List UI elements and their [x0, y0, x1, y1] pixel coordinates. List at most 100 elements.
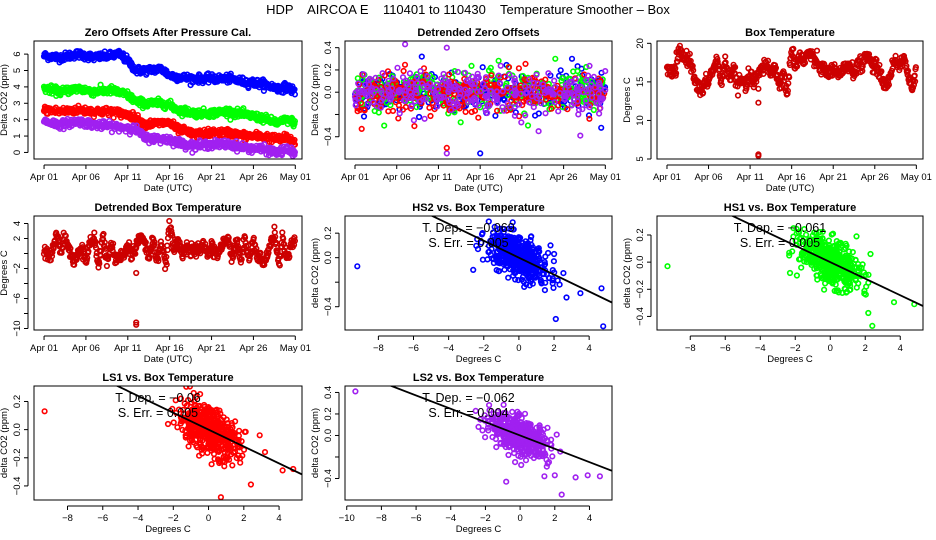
data-point-ls2	[494, 99, 501, 107]
data-point-ls2	[504, 100, 511, 107]
data-point-ls2	[526, 76, 533, 83]
plot-frame	[344, 40, 613, 160]
data-point-box	[722, 53, 729, 60]
data-point-ls2	[438, 75, 445, 82]
outlier-point	[755, 85, 762, 92]
data-point-ls1	[427, 112, 434, 120]
data-point-hs1	[387, 101, 394, 109]
data-point-box	[91, 229, 98, 236]
outlier-point	[133, 321, 140, 328]
data-point-box	[164, 246, 171, 254]
data-point-ls2	[407, 89, 414, 96]
x-tick-label: Apr 01	[341, 172, 369, 183]
y-axis-label: Degrees C	[622, 77, 633, 123]
data-point-ls2	[545, 70, 552, 77]
data-point-ls1	[291, 141, 299, 148]
data-point-ls2	[511, 83, 518, 91]
data-point-ls2	[480, 80, 487, 87]
data-point-box	[146, 254, 153, 261]
data-point-ls2	[511, 87, 519, 94]
data-point-box	[786, 61, 794, 69]
data-point-ls2	[291, 151, 298, 158]
data-point-box	[158, 242, 165, 249]
data-point-ls2	[483, 93, 490, 100]
data-point-ls2	[366, 75, 373, 82]
data-point-ls2	[597, 95, 604, 102]
outlier-point	[577, 132, 584, 139]
data-point-box	[63, 238, 70, 245]
data-point-hs2	[416, 113, 423, 121]
outlier-point	[402, 41, 409, 48]
data-point-ls1	[374, 93, 382, 100]
data-point-ls2	[562, 93, 569, 100]
data-point-box	[231, 251, 238, 258]
data-point-ls2	[575, 106, 583, 113]
data-point-ls2	[566, 90, 573, 97]
data-point-box	[257, 249, 264, 256]
x-tick-label: Apr 21	[198, 172, 226, 183]
data-point-ls1	[445, 71, 453, 78]
data-point-box	[166, 217, 173, 225]
y-tick-label: 5	[635, 156, 646, 161]
data-point-ls1	[491, 81, 499, 88]
data-point-box	[885, 81, 893, 88]
data-point-ls2	[495, 72, 502, 79]
data-point-hs1	[291, 118, 299, 125]
x-tick-label: Apr 26	[239, 343, 267, 354]
data-point-ls2	[355, 88, 362, 95]
data-point-ls1	[494, 107, 501, 114]
data-point-ls2	[528, 93, 536, 100]
data-point-ls2	[465, 76, 472, 83]
data-point-ls1	[468, 108, 475, 116]
x-tick-label: Apr 06	[72, 343, 100, 354]
data-point-box	[718, 81, 725, 89]
data-point-box	[109, 240, 117, 247]
data-point-ls2	[506, 71, 513, 78]
outlier-point	[381, 122, 388, 129]
y-tick-label: 0.0	[323, 86, 334, 99]
y-tick-label: 2	[12, 236, 23, 241]
data-point-hs2	[291, 91, 299, 98]
data-point-box	[80, 246, 87, 253]
data-point-ls1	[523, 77, 530, 84]
data-point-ls2	[488, 88, 495, 95]
points-layer	[354, 216, 612, 330]
data-point-ls2	[511, 78, 518, 85]
data-point-ls2	[602, 67, 609, 75]
y-tick-label: −0.4	[323, 127, 334, 146]
points-layer	[40, 216, 299, 328]
data-point-ls2	[379, 70, 386, 77]
data-point-ls2	[448, 106, 455, 114]
points-layer	[40, 47, 299, 159]
data-point-ls1	[407, 105, 415, 112]
data-point-box	[873, 56, 880, 63]
data-point-ls2	[496, 79, 504, 87]
data-point-ls2	[482, 107, 489, 114]
data-point-ls2	[421, 115, 428, 122]
data-point-box	[71, 261, 78, 268]
x-tick-label: May 01	[901, 172, 932, 183]
data-point-ls2	[434, 103, 441, 110]
data-point-box	[163, 253, 170, 260]
data-point-ls2	[533, 95, 541, 102]
data-point-ls2	[453, 100, 461, 107]
panel-zero-offsets: Zero Offsets After Pressure Cal.Apr 01 Ap…	[0, 27, 311, 194]
data-point-ls2	[378, 89, 385, 97]
x-tick-label: Apr 26	[239, 172, 267, 183]
data-point-ls2	[590, 73, 598, 80]
data-point-ls1	[411, 122, 418, 130]
y-axis-label: Degrees C	[0, 250, 10, 296]
outlier-point	[133, 269, 140, 277]
data-point-hs1	[200, 105, 207, 112]
data-point-hs1	[451, 67, 458, 75]
data-point-box	[771, 62, 779, 69]
data-point-ls2	[504, 84, 511, 91]
data-point-ls2	[471, 94, 478, 102]
data-point-box	[67, 245, 74, 252]
data-point-ls2	[378, 87, 385, 94]
data-point-ls2	[413, 89, 420, 97]
data-point-ls2	[471, 80, 479, 87]
data-point-hs1	[590, 106, 597, 114]
outlier-point	[598, 124, 605, 131]
